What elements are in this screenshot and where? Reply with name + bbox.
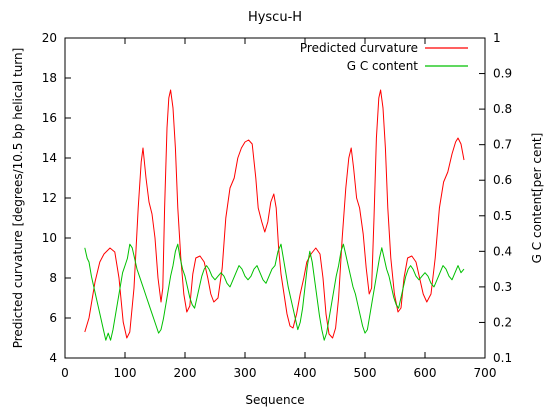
y-left-tick-label: 6 (49, 311, 57, 325)
x-tick-label: 100 (114, 366, 137, 380)
y-right-tick-label: 1 (493, 31, 501, 45)
legend-label-gc-content: G C content (347, 59, 419, 73)
y-right-tick-label: 0.5 (493, 209, 512, 223)
y-left-tick-label: 16 (42, 111, 57, 125)
y-right-tick-label: 0.8 (493, 102, 512, 116)
y-left-tick-label: 14 (42, 151, 57, 165)
y-right-tick-label: 0.9 (493, 67, 512, 81)
y-left-tick-label: 4 (49, 351, 57, 365)
x-tick-label: 400 (294, 366, 317, 380)
y-right-tick-label: 0.3 (493, 280, 512, 294)
series-line-curvature (84, 89, 465, 339)
x-tick-label: 200 (174, 366, 197, 380)
y-left-tick-label: 10 (42, 231, 57, 245)
series-layer (84, 89, 465, 341)
y-left-tick-label: 12 (42, 191, 57, 205)
legend-label-curvature: Predicted curvature (300, 41, 418, 55)
y-right-tick-label: 0.2 (493, 315, 512, 329)
x-tick-label: 0 (61, 366, 69, 380)
y-right-tick-label: 0.6 (493, 173, 512, 187)
tick-layer: 0 100 200 300 400 500 600 700 4 6 8 10 12 14 16 18 20 0.1… (42, 31, 512, 380)
x-tick-label: 300 (234, 366, 257, 380)
y-left-tick-label: 8 (49, 271, 57, 285)
x-tick-label: 600 (414, 366, 437, 380)
y-right-tick-label: 0.7 (493, 138, 512, 152)
x-axis-label: Sequence (245, 393, 304, 407)
y-left-tick-label: 18 (42, 71, 57, 85)
y-right-tick-label: 0.1 (493, 351, 512, 365)
series-line-gc-content (84, 243, 465, 341)
y-right-axis-label: G C content[per cent] (530, 133, 544, 264)
x-tick-label: 500 (354, 366, 377, 380)
chart-title: Hyscu-H (248, 10, 302, 25)
x-tick-label: 700 (474, 366, 497, 380)
y-right-tick-label: 0.4 (493, 244, 512, 258)
y-left-tick-label: 20 (42, 31, 57, 45)
legend: Predicted curvature G C content (300, 41, 468, 73)
y-left-axis-label: Predicted curvature [degrees/10.5 bp hel… (11, 48, 25, 349)
